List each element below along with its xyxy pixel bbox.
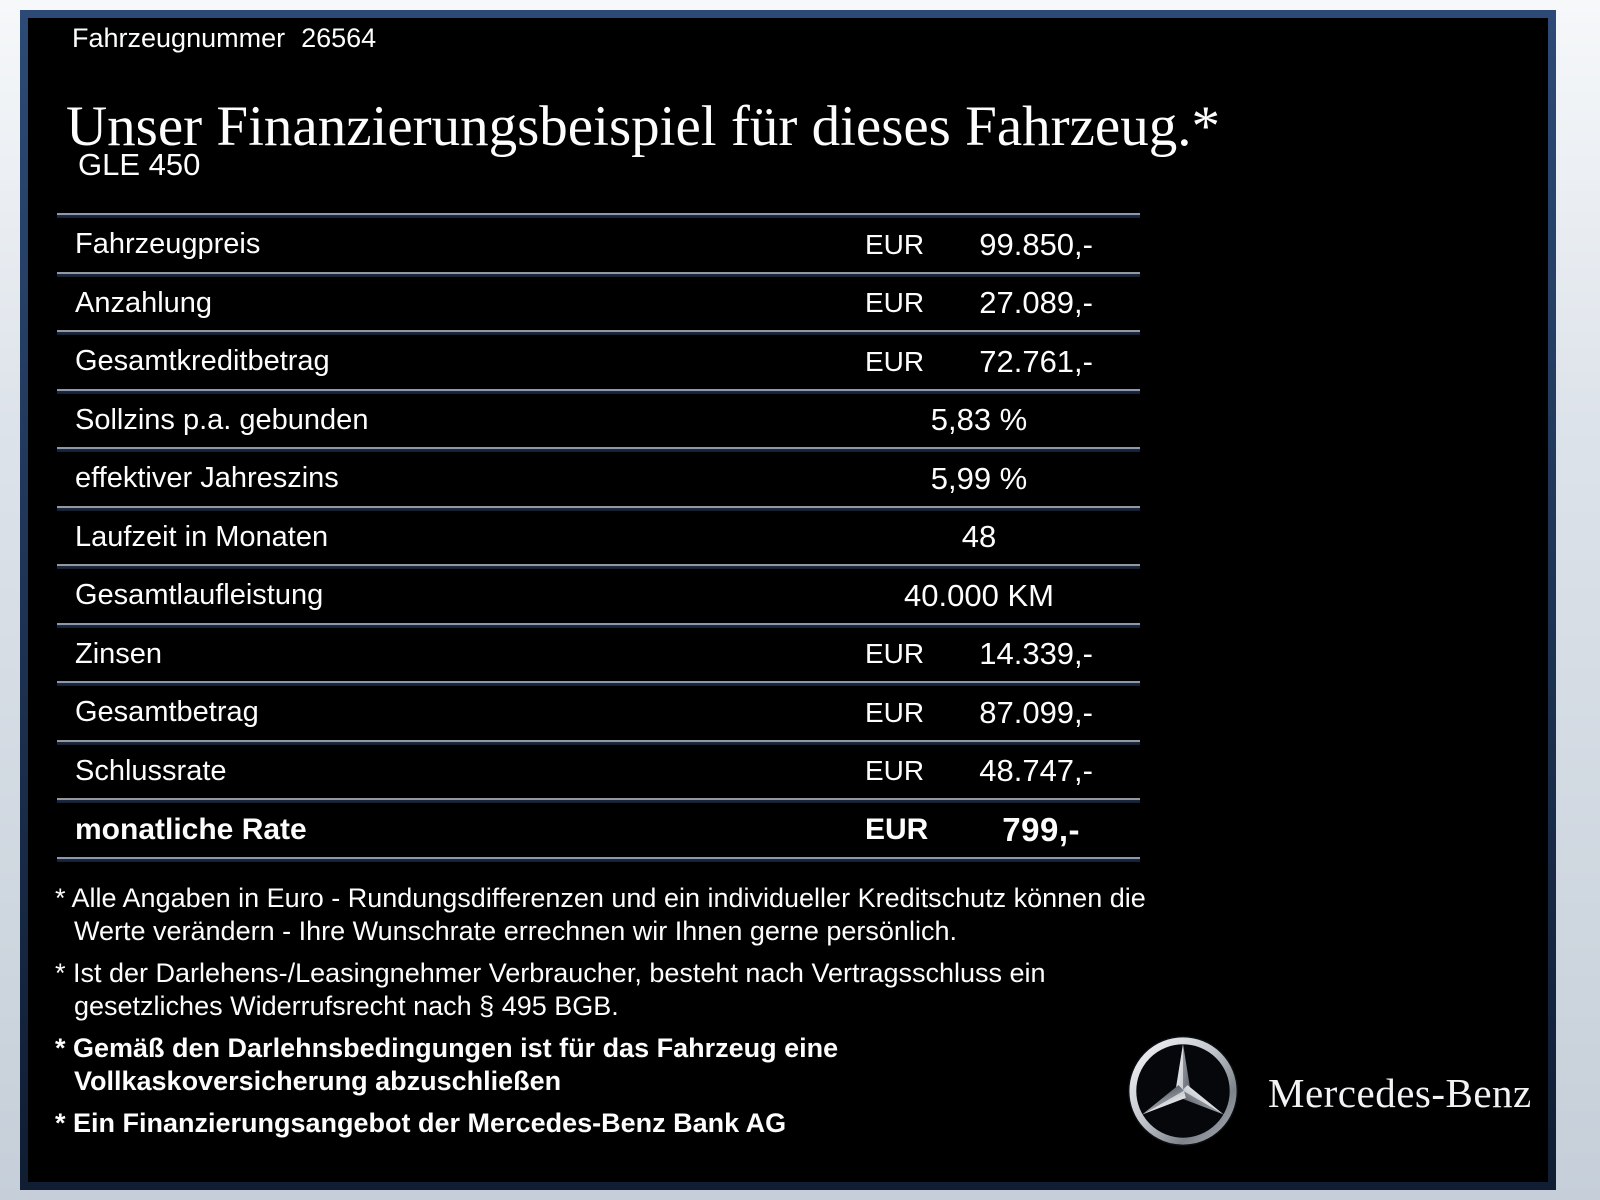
row-value-group: EUR 87.099,- <box>865 686 1093 740</box>
currency-label: EUR <box>865 228 925 260</box>
finance-offer-panel: Fahrzeugnummer 26564 Unser Finanzierungsb… <box>20 10 1556 1190</box>
row-value: 799,- <box>1002 810 1080 848</box>
table-row: Laufzeit in Monaten 48 <box>57 511 1140 565</box>
row-separator <box>57 622 1140 628</box>
table-row: Gesamtlaufleistung 40.000 KM <box>57 569 1140 623</box>
row-separator <box>57 856 1140 862</box>
row-label: Laufzeit in Monaten <box>75 520 329 553</box>
page-title: Unser Finanzierungsbeispiel für dieses F… <box>66 95 1220 159</box>
table-row: Gesamtbetrag EUR 87.099,- <box>57 686 1140 740</box>
row-value: 27.089,- <box>979 285 1093 321</box>
vehicle-number-value: 26564 <box>301 23 377 53</box>
row-label: Sollzins p.a. gebunden <box>75 403 369 436</box>
row-value: 48.747,- <box>979 753 1093 789</box>
row-value-group: EUR 48.747,- <box>865 745 1093 799</box>
table-row: Anzahlung EUR 27.089,- <box>57 277 1140 331</box>
row-value: 99.850,- <box>979 226 1093 262</box>
row-value-group: EUR 99.850,- <box>865 218 1093 272</box>
currency-label: EUR <box>865 638 925 670</box>
row-value: 87.099,- <box>979 694 1093 730</box>
vehicle-number-label: Fahrzeugnummer <box>72 23 286 53</box>
currency-label: EUR <box>865 812 929 846</box>
brand-wordmark: Mercedes-Benz <box>1268 1070 1532 1116</box>
row-value-group: EUR 799,- <box>865 803 1080 857</box>
row-label: effektiver Jahreszins <box>75 462 339 495</box>
footnote-rounding: * Alle Angaben in Euro - Rundungsdiffere… <box>55 883 1146 946</box>
row-label: Schlussrate <box>75 754 227 787</box>
row-label: Gesamtkreditbetrag <box>75 345 330 378</box>
vehicle-number-line: Fahrzeugnummer 26564 <box>72 21 376 55</box>
row-value-group: EUR 14.339,- <box>865 628 1093 682</box>
row-value-group: 5,99 % <box>865 452 1093 506</box>
row-value-group: EUR 72.761,- <box>865 335 1093 389</box>
row-value-group: EUR 27.089,- <box>865 277 1093 331</box>
row-label: Gesamtlaufleistung <box>75 579 324 612</box>
row-separator <box>57 505 1140 511</box>
table-row: Gesamtkreditbetrag EUR 72.761,- <box>57 335 1140 389</box>
row-value: 72.761,- <box>979 343 1093 379</box>
table-row: Sollzins p.a. gebunden 5,83 % <box>57 394 1140 448</box>
table-row: effektiver Jahreszins 5,99 % <box>57 452 1140 506</box>
row-value: 5,83 % <box>930 402 1028 438</box>
row-separator <box>57 213 1140 218</box>
currency-label: EUR <box>865 755 925 787</box>
table-row: Schlussrate EUR 48.747,- <box>57 745 1140 799</box>
row-value: 40.000 KM <box>904 577 1054 613</box>
row-label: Zinsen <box>75 637 163 670</box>
footnotes: * Alle Angaben in Euro - Rundungsdiffere… <box>55 882 1165 1149</box>
currency-label: EUR <box>865 345 925 377</box>
financing-table: Fahrzeugpreis EUR 99.850,- Anzahlung EUR 2… <box>57 213 1140 862</box>
row-separator <box>57 798 1140 803</box>
row-label: Anzahlung <box>75 286 213 319</box>
footnote-bank-offer: * Ein Finanzierungsangebot der Mercedes-… <box>55 1108 787 1138</box>
row-label: monatliche Rate <box>75 812 307 846</box>
row-separator <box>57 564 1140 569</box>
row-value-group: 40.000 KM <box>865 569 1093 623</box>
table-row-monthly-rate: monatliche Rate EUR 799,- <box>57 803 1140 857</box>
table-row: Fahrzeugpreis EUR 99.850,- <box>57 218 1140 272</box>
currency-label: EUR <box>865 287 925 319</box>
row-separator <box>57 447 1140 452</box>
row-separator <box>57 330 1140 335</box>
row-separator <box>57 681 1140 686</box>
footnote-insurance: * Gemäß den Darlehnsbedingungen ist für … <box>55 1033 839 1096</box>
row-value-group: 48 <box>865 511 1093 565</box>
row-value-group: 5,83 % <box>865 394 1093 448</box>
mercedes-star-icon <box>1127 1035 1239 1147</box>
currency-label: EUR <box>865 696 925 728</box>
vehicle-model: GLE 450 <box>78 147 201 182</box>
row-value: 14.339,- <box>979 636 1093 672</box>
row-separator <box>57 388 1140 394</box>
table-row: Zinsen EUR 14.339,- <box>57 628 1140 682</box>
row-value: 48 <box>961 519 997 555</box>
row-separator <box>57 271 1140 277</box>
row-label: Gesamtbetrag <box>75 696 259 729</box>
row-label: Fahrzeugpreis <box>75 228 261 261</box>
footnote-withdrawal-right: * Ist der Darlehens-/Leasingnehmer Verbr… <box>55 958 1046 1021</box>
row-value: 5,99 % <box>930 460 1028 496</box>
row-separator <box>57 739 1140 745</box>
